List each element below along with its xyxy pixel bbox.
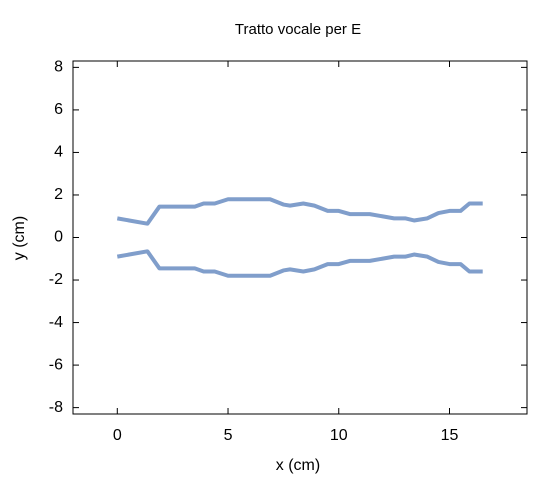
- y-axis-label: y (cm): [11, 216, 28, 260]
- chart-title: Tratto vocale per E: [235, 21, 361, 38]
- series-line: [116, 249, 483, 278]
- y-tick-label: -8: [49, 399, 63, 416]
- y-tick-label: 6: [54, 101, 63, 118]
- series-line: [116, 197, 483, 226]
- y-tick-label: 8: [54, 59, 63, 76]
- x-axis-label: x (cm): [276, 457, 320, 474]
- x-tick-label: 0: [113, 427, 122, 444]
- x-tick-label: 5: [224, 427, 233, 444]
- y-tick-label: 0: [54, 229, 63, 246]
- y-tick-label: -2: [49, 271, 63, 288]
- y-tick-label: 2: [54, 186, 63, 203]
- y-tick-label: -6: [49, 356, 63, 373]
- y-tick-label: -4: [49, 314, 63, 331]
- x-tick-label: 15: [441, 427, 459, 444]
- plot-frame: [72, 60, 528, 415]
- x-tick-label: 10: [330, 427, 348, 444]
- y-tick-label: 4: [54, 144, 63, 161]
